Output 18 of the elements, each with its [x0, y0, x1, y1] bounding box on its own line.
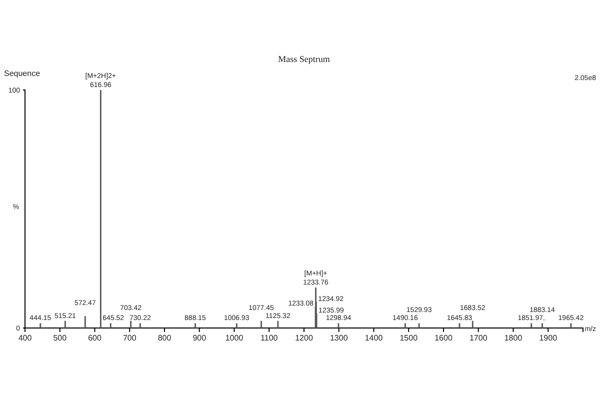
x-tick-label: 1900 [539, 334, 558, 343]
text: Sequence [4, 69, 41, 78]
x-tick-label: 1700 [469, 334, 488, 343]
x-tick-label: 1300 [330, 334, 348, 343]
x-tick-label: 1600 [434, 334, 453, 343]
x-tick-label: 1400 [364, 334, 384, 343]
x-tick-label: 800 [158, 334, 172, 343]
x-tick-label: 400 [18, 334, 32, 343]
x-tick-label: 600 [88, 334, 102, 343]
x-tick-label: 700 [122, 334, 137, 343]
x-tick-label: 1800 [504, 334, 523, 343]
x-tick-label: 1500 [400, 334, 418, 343]
x-tick-label: 1100 [260, 334, 278, 343]
x-tick-label: 500 [53, 334, 68, 343]
x-tick-label: 1000 [225, 334, 244, 343]
x-tick-label: 1200 [295, 334, 314, 343]
x-tick-label: 900 [192, 334, 207, 343]
chart-title: Mass Septrum [278, 54, 330, 64]
